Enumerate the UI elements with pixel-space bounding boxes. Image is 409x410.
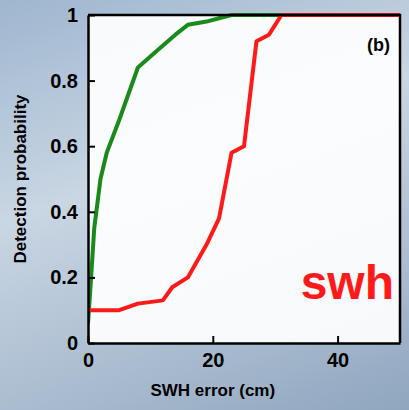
x-axis: 0 20 40 [83, 336, 401, 371]
tick-label: 1 [67, 4, 78, 26]
tick-label: 0.2 [50, 266, 78, 288]
tick-label: 0.4 [50, 201, 79, 223]
chart: 0 20 40 0 0.2 0.4 0.6 0.8 1 (b) swh SWH error (cm) D… [0, 0, 409, 410]
tick-mark [88, 211, 95, 213]
tick-mark [88, 80, 95, 82]
line-series [88, 15, 400, 323]
tick-mark [337, 336, 339, 343]
lines [88, 15, 400, 323]
tick: 0.6 [50, 135, 95, 157]
panel-label: (b) [367, 35, 390, 55]
plot-background [88, 15, 400, 343]
tick-label: 0.6 [50, 135, 78, 157]
tick: 1 [67, 4, 95, 26]
tick-label: 0 [67, 332, 78, 354]
tick-label: 0.8 [50, 70, 78, 92]
plot: 0 20 40 0 0.2 0.4 0.6 0.8 1 (b) swh [50, 4, 400, 371]
y-axis-title: Detection probability [11, 94, 30, 264]
tick: 40 [327, 336, 349, 371]
tick-label: 40 [327, 349, 349, 371]
tick-mark [212, 336, 214, 343]
tick-label: 0 [83, 349, 94, 371]
line-series [88, 15, 400, 310]
tick-mark [88, 343, 95, 345]
tick-mark [88, 277, 95, 279]
tick-mark [88, 15, 95, 17]
x-axis-title: SWH error (cm) [150, 381, 275, 400]
tick: 0.4 [50, 201, 95, 223]
tick-mark [88, 146, 95, 148]
tick: 0 [67, 332, 95, 354]
axis-line [87, 16, 90, 344]
tick: 0.2 [50, 266, 95, 288]
axis-line [89, 342, 401, 345]
y-axis: 0 0.2 0.4 0.6 0.8 1 [50, 4, 95, 354]
annotation: swh [301, 256, 394, 309]
tick-label: 20 [202, 349, 224, 371]
tick: 0.8 [50, 70, 95, 92]
tick: 20 [202, 336, 224, 371]
plot-frame [88, 15, 400, 343]
